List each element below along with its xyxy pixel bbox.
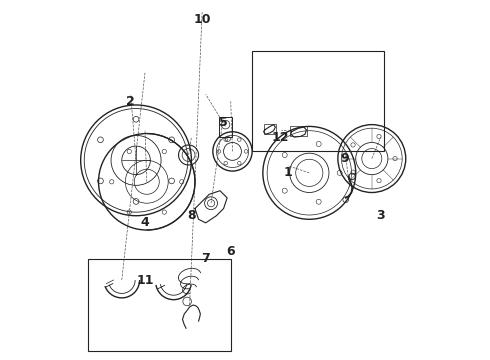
Bar bbox=[252, 51, 384, 152]
Text: 6: 6 bbox=[226, 245, 235, 258]
Bar bbox=[264, 123, 276, 134]
Text: 2: 2 bbox=[126, 95, 135, 108]
Text: 8: 8 bbox=[187, 209, 196, 222]
Text: 1: 1 bbox=[284, 166, 292, 179]
Text: 9: 9 bbox=[341, 152, 349, 165]
Text: 12: 12 bbox=[272, 131, 290, 144]
Text: 3: 3 bbox=[376, 209, 385, 222]
Text: 4: 4 bbox=[141, 216, 149, 229]
Text: 11: 11 bbox=[136, 274, 154, 287]
Text: 7: 7 bbox=[201, 252, 210, 265]
Text: 10: 10 bbox=[194, 13, 211, 26]
Bar bbox=[88, 258, 231, 351]
Bar bbox=[290, 126, 307, 136]
Text: 5: 5 bbox=[219, 116, 228, 129]
Bar bbox=[220, 117, 232, 137]
